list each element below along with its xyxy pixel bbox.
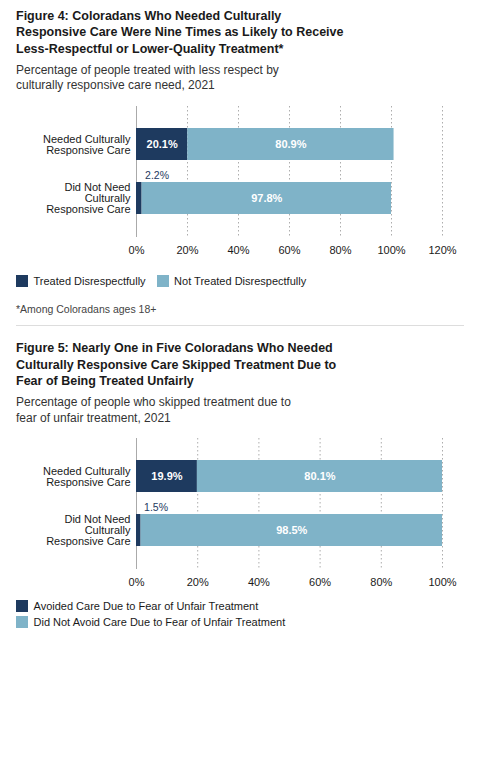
html-text:Avoided Care Due to Fear of Un: Avoided Care Due to Fear of Unfair Treat…: [33, 599, 259, 612]
svg-text:19.9%: 19.9%: [151, 470, 182, 482]
svg-text:80%: 80%: [370, 577, 392, 589]
svg-text:20%: 20%: [187, 577, 209, 589]
svg-text:Did Not NeedCulturallyResponsi: Did Not NeedCulturallyResponsive Care: [46, 513, 131, 547]
svg-text:Needed CulturallyResponsive Ca: Needed CulturallyResponsive Care: [43, 132, 131, 155]
svg-text:Did Not NeedCulturallyResponsi: Did Not NeedCulturallyResponsive Care: [46, 181, 131, 215]
svg-text:100%: 100%: [377, 244, 405, 256]
html-text:Did Not Avoid Care Due to Fear: Did Not Avoid Care Due to Fear of Unfair…: [33, 616, 286, 629]
svg-text:40%: 40%: [227, 244, 249, 256]
svg-text:60%: 60%: [309, 577, 331, 589]
svg-text:20%: 20%: [176, 244, 198, 256]
svg-text:80%: 80%: [329, 244, 351, 256]
svg-text:0%: 0%: [129, 577, 145, 589]
svg-text:0%: 0%: [129, 244, 145, 256]
svg-text:1.5%: 1.5%: [144, 502, 168, 514]
svg-text:2.2%: 2.2%: [145, 169, 169, 181]
svg-text:80.9%: 80.9%: [275, 138, 306, 150]
svg-text:40%: 40%: [248, 577, 270, 589]
svg-text:80.1%: 80.1%: [304, 470, 335, 482]
html-text:Figure 5: Nearly One in Five C: Figure 5: Nearly One in Five Coloradans …: [16, 341, 337, 388]
svg-text:Needed CulturallyResponsive Ca: Needed CulturallyResponsive Care: [43, 465, 131, 488]
svg-text:60%: 60%: [278, 244, 300, 256]
svg-text:100%: 100%: [428, 577, 456, 589]
svg-text:20.1%: 20.1%: [147, 138, 178, 150]
svg-text:97.8%: 97.8%: [251, 192, 282, 204]
html-text:Treated Disrespectfully: Treated Disrespectfully: [33, 275, 146, 288]
html-text:Not Treated Disrespectfully: Not Treated Disrespectfully: [174, 275, 307, 288]
html-text:Percentage of people who skipp: Percentage of people who skipped treatme…: [16, 395, 291, 425]
html-text:Percentage of people treated w: Percentage of people treated with less r…: [16, 62, 279, 93]
svg-text:98.5%: 98.5%: [276, 524, 307, 536]
svg-text:120%: 120%: [428, 244, 456, 256]
html-text:Figure 4: Coloradans Who Neede: Figure 4: Coloradans Who Needed Cultural…: [16, 9, 344, 56]
html-text:*Among Coloradans ages 18+: *Among Coloradans ages 18+: [16, 303, 157, 316]
